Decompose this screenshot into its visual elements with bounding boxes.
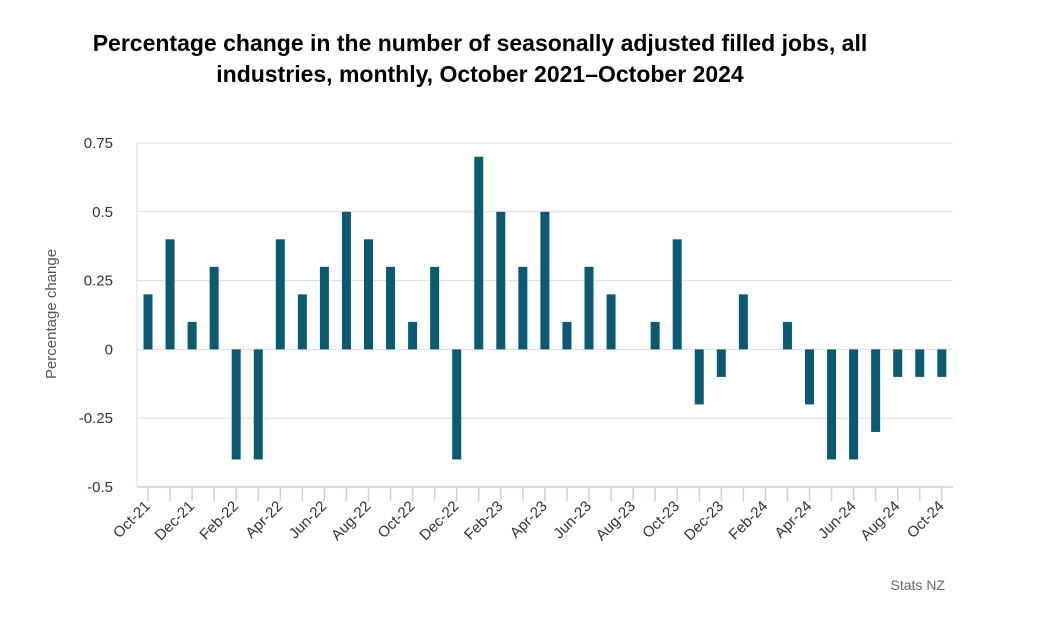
bar-jan-22: [209, 266, 219, 350]
x-tick-label: Feb-22: [196, 498, 242, 544]
x-tick-label: Oct-24: [904, 498, 948, 542]
x-tick-label: Oct-23: [639, 498, 683, 542]
bar-mar-22: [253, 349, 263, 460]
x-tick-label: Dec-22: [416, 498, 462, 544]
bar-may-22: [297, 294, 307, 350]
bar-oct-22: [408, 321, 418, 350]
x-tick-label: Dec-21: [152, 498, 198, 544]
bar-apr-22: [275, 239, 285, 350]
x-tick-label: Jun-24: [815, 498, 859, 542]
source-credit: Stats NZ: [890, 577, 945, 593]
x-tick-label: Oct-21: [110, 498, 154, 542]
x-tick-label: Apr-22: [242, 498, 286, 542]
x-tick-label: Apr-23: [507, 498, 551, 542]
bar-jun-23: [584, 266, 594, 350]
x-tick-label: Aug-23: [593, 498, 639, 544]
bar-jul-23: [606, 294, 616, 350]
x-tick-label: Apr-24: [771, 498, 815, 542]
bar-dec-23: [716, 349, 726, 377]
y-tick-label: -0.5: [87, 479, 113, 496]
y-axis-label: Percentage change: [43, 249, 60, 379]
bar-jun-22: [319, 266, 329, 350]
bar-sep-23: [650, 321, 660, 350]
x-tick-label: Aug-22: [328, 498, 374, 544]
bar-nov-23: [694, 349, 704, 405]
bar-oct-24: [937, 349, 947, 377]
bar-jun-24: [849, 349, 859, 460]
y-tick-label: 0.25: [84, 273, 113, 290]
y-tick-label: 0.5: [92, 204, 113, 221]
bar-jul-22: [341, 211, 351, 350]
y-tick-label: -0.25: [79, 410, 113, 427]
bar-oct-23: [672, 239, 682, 350]
bar-apr-24: [805, 349, 814, 405]
bar-sep-24: [915, 349, 925, 377]
bar-aug-24: [893, 349, 903, 377]
x-tick-label: Jun-23: [550, 498, 594, 542]
x-tick-label: Feb-23: [461, 498, 507, 544]
bar-dec-21: [187, 321, 197, 350]
bar-apr-23: [540, 211, 550, 350]
x-tick-label: Feb-24: [726, 498, 772, 544]
x-tick-label: Oct-22: [375, 498, 419, 542]
bar-dec-22: [452, 349, 462, 460]
x-tick-label: Dec-23: [681, 498, 727, 544]
bar-mar-23: [518, 266, 528, 350]
bar-oct-21: [143, 294, 153, 350]
bar-nov-22: [430, 266, 440, 350]
bar-jan-23: [474, 156, 484, 350]
bar-aug-22: [364, 239, 373, 350]
bar-nov-21: [165, 239, 175, 350]
bar-jul-24: [871, 349, 881, 432]
bar-feb-22: [231, 349, 241, 460]
bar-jan-24: [738, 294, 748, 350]
bars: [143, 156, 947, 460]
bar-may-24: [827, 349, 837, 460]
y-tick-label: 0: [105, 341, 113, 358]
x-tick-label: Jun-22: [286, 498, 330, 542]
bar-sep-22: [386, 266, 396, 350]
chart-title: Percentage change in the number of seaso…: [92, 30, 868, 87]
bar-feb-23: [496, 211, 506, 350]
y-tick-label: 0.75: [84, 135, 113, 152]
bar-may-23: [562, 321, 572, 350]
bar-mar-24: [782, 321, 792, 350]
y-axis-ticks: 0.75 0.5 0.25 0 -0.25 -0.5: [79, 135, 113, 496]
x-tick-label: Aug-24: [857, 498, 903, 544]
